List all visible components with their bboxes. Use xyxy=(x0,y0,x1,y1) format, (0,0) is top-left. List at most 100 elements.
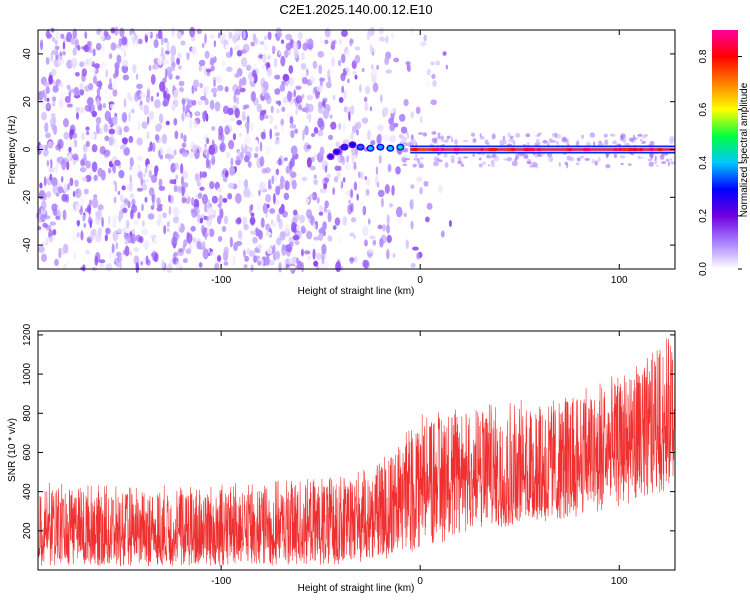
heatmap-noise-cell xyxy=(181,151,189,158)
heatmap-noise-cell xyxy=(279,84,286,92)
heatmap-noise-cell xyxy=(265,223,271,231)
heatmap-noise-cell xyxy=(538,154,543,158)
heatmap-noise-cell xyxy=(165,120,170,126)
heatmap-noise-cell xyxy=(108,93,114,100)
heatmap-noise-cell xyxy=(50,51,54,62)
heatmap-noise-cell xyxy=(419,157,425,160)
heatmap-noise-cell xyxy=(66,161,70,171)
heatmap-noise-cell xyxy=(232,255,236,267)
heatmap-noise-cell xyxy=(380,94,383,103)
heatmap-noise-cell xyxy=(229,117,235,122)
heatmap-noise-cell xyxy=(118,213,122,223)
heatmap-noise-cell xyxy=(258,189,261,197)
heatmap-noise-cell xyxy=(338,38,343,45)
heatmap-noise-cell xyxy=(45,86,50,95)
figure-title: C2E1.2025.140.00.12.E10 xyxy=(279,2,432,17)
heatmap-noise-cell xyxy=(185,248,192,255)
heatmap-noise-cell xyxy=(104,135,110,142)
heatmap-noise-cell xyxy=(101,217,104,228)
heatmap-noise-cell xyxy=(128,135,134,143)
heatmap-noise-cell xyxy=(69,141,76,148)
heatmap-noise-cell xyxy=(358,84,362,93)
heatmap-noise-cell xyxy=(603,133,608,138)
heatmap-noise-cell xyxy=(161,120,168,129)
heatmap-signal-spot xyxy=(410,147,417,152)
heatmap-noise-cell xyxy=(199,82,203,89)
heatmap-noise-cell xyxy=(96,126,100,135)
heatmap-noise-cell xyxy=(412,246,419,251)
heatmap-noise-cell xyxy=(368,218,371,225)
heatmap-noise-cell xyxy=(369,106,373,112)
heatmap-noise-cell xyxy=(265,231,272,237)
heatmap-noise-cell xyxy=(275,168,280,176)
heatmap-noise-cell xyxy=(224,125,230,136)
heatmap-noise-cell xyxy=(256,103,263,113)
heatmap-noise-cell xyxy=(229,165,235,176)
heatmap-noise-cell xyxy=(112,180,117,186)
heatmap-noise-cell xyxy=(619,155,626,159)
heatmap-noise-cell xyxy=(317,50,325,58)
heatmap-noise-cell xyxy=(371,64,374,70)
heatmap-signal-point xyxy=(350,142,356,147)
heatmap-noise-cell xyxy=(86,131,90,136)
heatmap-noise-cell xyxy=(278,218,283,230)
heatmap-noise-cell xyxy=(440,230,445,238)
heatmap-noise-cell xyxy=(342,122,346,132)
heatmap-noise-cell xyxy=(46,159,50,167)
heatmap-noise-cell xyxy=(112,143,120,150)
spectrogram-panel: -100 0 100 -40 -20 0 20 40 Height of straight l… xyxy=(7,25,676,297)
heatmap-noise-cell xyxy=(54,39,58,46)
heatmap-noise-cell xyxy=(183,134,187,143)
heatmap-noise-cell xyxy=(149,110,154,120)
heatmap-noise-cell xyxy=(296,264,302,270)
heatmap-noise-cell xyxy=(162,59,170,65)
heatmap-noise-cell xyxy=(275,27,282,34)
heatmap-noise-cell xyxy=(289,265,296,271)
heatmap-noise-cell xyxy=(77,44,81,51)
heatmap-noise-cell xyxy=(227,89,235,95)
heatmap-noise-cell xyxy=(233,92,237,104)
heatmap-noise-cell xyxy=(45,237,49,246)
heatmap-noise-cell xyxy=(576,157,581,162)
heatmap-noise-cell xyxy=(81,132,85,141)
heatmap-noise-cell xyxy=(542,139,548,144)
heatmap-noise-cell xyxy=(472,138,477,143)
heatmap-noise-cell xyxy=(95,52,102,63)
heatmap-noise-cell xyxy=(334,217,341,226)
heatmap-noise-cell xyxy=(129,157,134,167)
heatmap-noise-cell xyxy=(385,35,389,44)
heatmap-noise-cell xyxy=(175,174,179,180)
heatmap-noise-cell xyxy=(250,140,255,147)
heatmap-noise-cell xyxy=(363,259,370,269)
heatmap-noise-cell xyxy=(665,158,670,162)
heatmap-noise-cell xyxy=(341,85,344,94)
heatmap-noise-cell xyxy=(204,110,207,119)
heatmap-noise-cell xyxy=(377,189,385,198)
snr-xtick-label: -100 xyxy=(211,576,231,587)
heatmap-noise-cell xyxy=(575,162,580,166)
heatmap-noise-cell xyxy=(259,40,265,46)
heatmap-noise-cell xyxy=(561,136,567,142)
heatmap-noise-cell xyxy=(168,205,172,216)
heatmap-noise-cell xyxy=(198,262,203,268)
heatmap-noise-cell xyxy=(386,249,390,260)
heatmap-noise-cell xyxy=(122,74,130,81)
heatmap-noise-cell xyxy=(144,167,148,174)
heatmap-noise-cell xyxy=(52,229,57,236)
spectrogram-xtick-label: 0 xyxy=(417,275,423,286)
heatmap-noise-cell xyxy=(143,104,150,116)
heatmap-noise-cell xyxy=(126,235,134,244)
heatmap-noise-cell xyxy=(55,215,60,220)
heatmap-noise-cell xyxy=(450,136,454,143)
heatmap-noise-cell xyxy=(479,135,485,140)
heatmap-noise-cell xyxy=(111,243,115,254)
heatmap-noise-cell xyxy=(397,217,402,224)
heatmap-noise-cell xyxy=(74,71,80,77)
heatmap-noise-cell xyxy=(319,205,323,214)
heatmap-noise-cell xyxy=(526,161,532,164)
heatmap-noise-cell xyxy=(223,261,229,266)
heatmap-noise-cell xyxy=(410,26,415,35)
heatmap-noise-cell xyxy=(48,235,55,242)
heatmap-noise-cell xyxy=(113,26,119,36)
heatmap-noise-cell xyxy=(198,64,203,72)
